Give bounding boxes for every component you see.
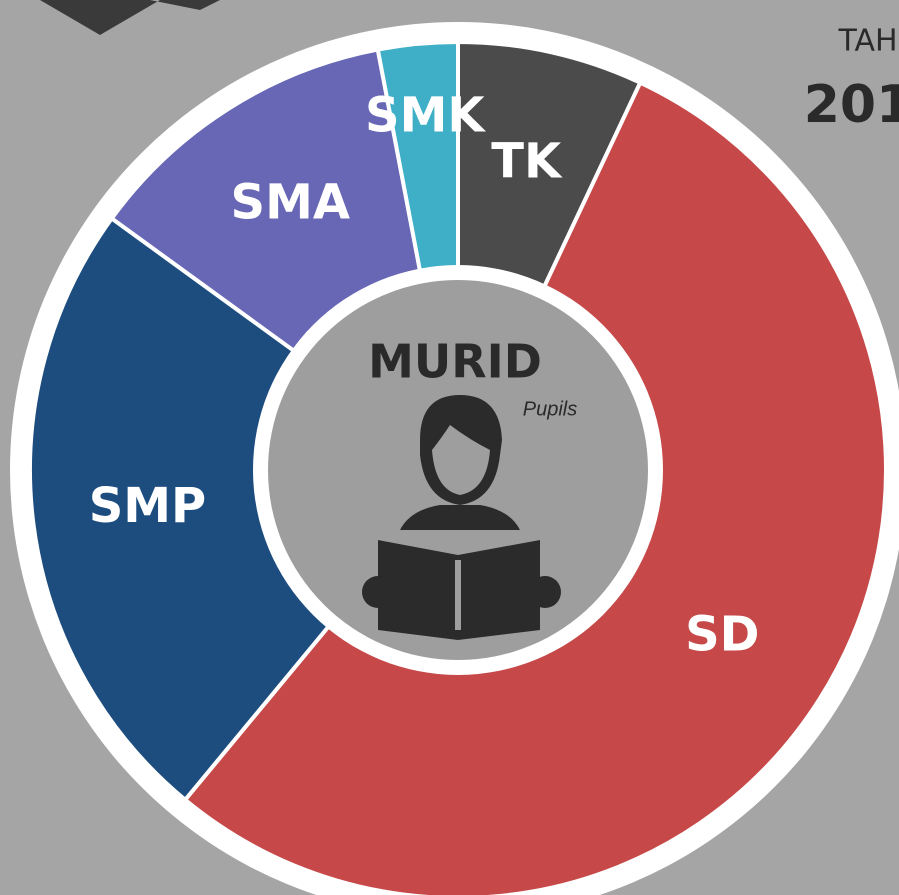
segment-label: SD: [685, 607, 759, 663]
center-title: MURID: [368, 335, 542, 389]
segment-label: SMP: [89, 478, 207, 534]
pupil-icon: [362, 395, 561, 640]
side-label: TAH: [837, 24, 897, 59]
segments: TK SD SMP SMA SMK: [28, 39, 888, 895]
segment-label: TK: [491, 134, 563, 190]
center-subtitle: Pupils: [523, 398, 577, 420]
segment-label: SMK: [365, 88, 486, 144]
segment-label: SMA: [231, 175, 350, 231]
corner-logo: [40, 0, 220, 35]
side-year: 201: [804, 75, 899, 135]
